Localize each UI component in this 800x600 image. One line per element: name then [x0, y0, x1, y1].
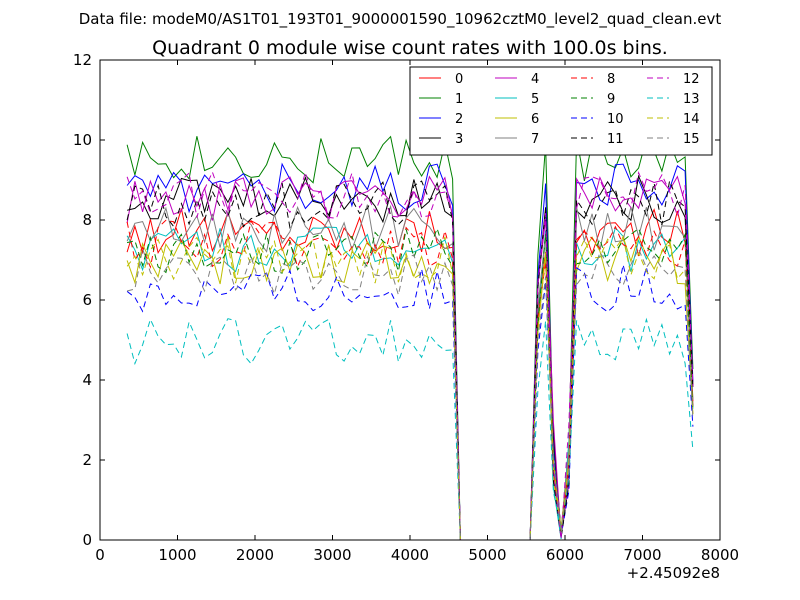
- x-tick-label: 4000: [391, 546, 429, 564]
- series-line-3: [126, 174, 694, 540]
- legend-label-10: 10: [607, 112, 624, 127]
- y-tick-label: 0: [82, 531, 92, 549]
- series-line-10: [126, 264, 694, 540]
- y-tick-label: 4: [82, 371, 92, 389]
- series-line-2: [126, 162, 694, 540]
- legend-label-7: 7: [531, 132, 539, 147]
- y-tick-label: 8: [82, 211, 92, 229]
- series-line-7: [126, 204, 694, 540]
- legend-label-14: 14: [683, 112, 700, 127]
- legend-label-6: 6: [531, 112, 539, 127]
- legend-label-8: 8: [607, 72, 615, 87]
- series-line-8: [126, 219, 694, 540]
- axes-frame: [99, 59, 721, 541]
- x-tick-label: 6000: [546, 546, 584, 564]
- legend-label-15: 15: [683, 132, 700, 147]
- series-line-0: [126, 208, 694, 540]
- data-file-title: Data file: modeM0/AS1T01_193T01_90000015…: [79, 10, 722, 29]
- legend-label-2: 2: [455, 112, 463, 127]
- x-tick-label: 7000: [623, 546, 661, 564]
- legend-label-12: 12: [683, 72, 700, 87]
- legend-label-4: 4: [531, 72, 539, 87]
- legend-label-11: 11: [607, 132, 624, 147]
- x-offset-label: +2.45092e8: [627, 564, 720, 582]
- x-tick-label: 0: [95, 546, 105, 564]
- legend-label-3: 3: [455, 132, 463, 147]
- x-tick-label: 8000: [701, 546, 739, 564]
- series-line-9: [126, 226, 694, 540]
- chart-title: Quadrant 0 module wise count rates with …: [152, 37, 668, 59]
- x-tick-label: 3000: [313, 546, 351, 564]
- legend-label-0: 0: [455, 72, 463, 87]
- y-tick-label: 6: [82, 291, 92, 309]
- legend-label-13: 13: [683, 92, 700, 107]
- x-tick-label: 5000: [468, 546, 506, 564]
- series-line-15: [126, 246, 694, 540]
- legend-label-5: 5: [531, 92, 539, 107]
- legend-label-9: 9: [607, 92, 615, 107]
- series-line-4: [126, 175, 694, 540]
- series-line-11: [126, 178, 694, 540]
- x-tick-label: 1000: [158, 546, 196, 564]
- x-tick-label: 2000: [236, 546, 274, 564]
- legend-label-1: 1: [455, 92, 463, 107]
- series-line-13: [126, 317, 694, 540]
- legend-box: [409, 66, 713, 156]
- y-tick-label: 12: [73, 51, 92, 69]
- y-tick-label: 10: [73, 131, 92, 149]
- y-tick-label: 2: [82, 451, 92, 469]
- series-line-12: [126, 170, 694, 540]
- axis-ticks: 0 1000 2000 3000 4000 5000 6000 7000 80000246810…: [73, 51, 739, 564]
